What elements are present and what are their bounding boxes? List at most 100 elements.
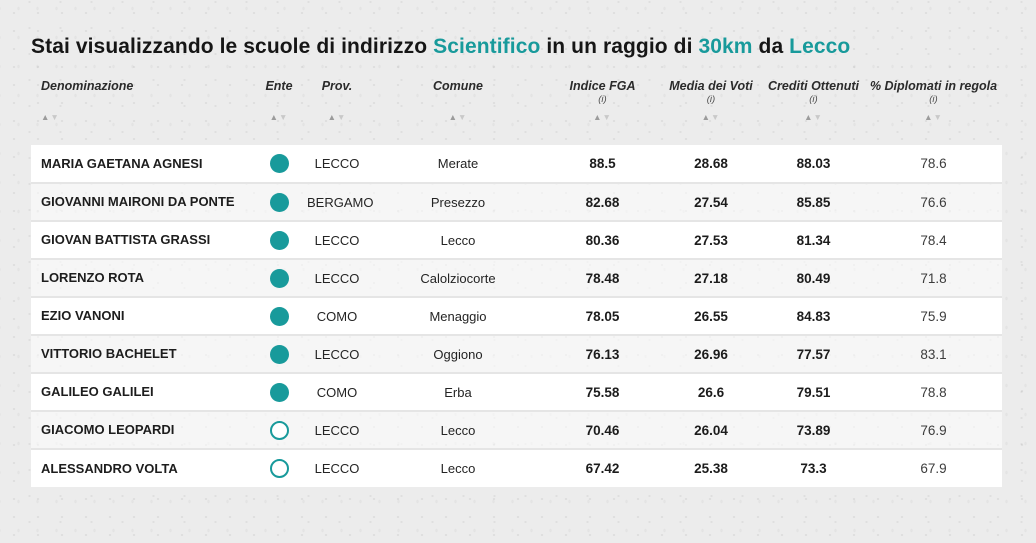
sort-asc-icon[interactable]: ▲ <box>924 112 934 122</box>
crediti-value: 85.85 <box>796 194 831 210</box>
table-row[interactable]: GIOVAN BATTISTA GRASSI LECCO Lecco 80.36 27.… <box>31 221 1002 259</box>
diplomati-value: 78.8 <box>920 384 947 400</box>
sort-arrows: ▲▼ <box>371 112 545 122</box>
diplomati-value: 78.6 <box>920 156 947 171</box>
sort-asc-icon[interactable]: ▲ <box>804 112 814 122</box>
column-label: Denominazione <box>41 79 134 93</box>
schools-table: Denominazione ▲▼ Ente ▲▼ Prov. ▲▼ Comune <box>31 79 1002 487</box>
ente-filled-circle-icon <box>269 154 289 173</box>
table-row[interactable]: VITTORIO BACHELET LECCO Oggiono 76.13 26.96 7… <box>31 335 1002 373</box>
sort-asc-icon[interactable]: ▲ <box>41 112 51 122</box>
column-header-crediti[interactable]: Crediti Ottenuti (i) ▲▼ <box>762 79 865 145</box>
province-value: LECCO <box>314 422 360 438</box>
page-background: Stai visualizzando le scuole di indirizz… <box>31 33 1002 487</box>
info-icon <box>371 94 545 106</box>
column-header-prov[interactable]: Prov. ▲▼ <box>303 79 371 145</box>
sort-desc-icon[interactable]: ▼ <box>933 112 943 122</box>
crediti-value: 81.34 <box>796 232 831 248</box>
ente-cell <box>255 297 303 335</box>
comune-value: Calolziocorte <box>420 270 496 286</box>
comune-value: Merate <box>437 156 479 171</box>
sort-asc-icon[interactable]: ▲ <box>448 112 458 122</box>
info-icon <box>255 94 303 106</box>
crediti-value: 73.3 <box>800 461 827 476</box>
province-value: LECCO <box>314 461 360 476</box>
school-name: GIOVAN BATTISTA GRASSI <box>41 232 211 247</box>
column-header-indice-fga[interactable]: Indice FGA (i) ▲▼ <box>545 79 660 145</box>
column-label: Crediti Ottenuti <box>768 79 859 93</box>
table-row[interactable]: LORENZO ROTA LECCO Calolziocorte 78.48 27.18… <box>31 259 1002 297</box>
school-name: GIACOMO LEOPARDI <box>41 422 175 437</box>
column-header-ente[interactable]: Ente ▲▼ <box>255 79 303 145</box>
table-row[interactable]: ALESSANDRO VOLTA LECCO Lecco 67.42 25.38 73.3… <box>31 449 1002 487</box>
school-name: EZIO VANONI <box>41 308 125 323</box>
table-row[interactable]: EZIO VANONI COMO Menaggio 78.05 26.55 84.83 75… <box>31 297 1002 335</box>
media-voti-value: 27.18 <box>694 270 728 286</box>
ente-cell <box>255 335 303 373</box>
info-icon[interactable]: (i) <box>929 94 938 105</box>
diplomati-value: 76.6 <box>920 194 947 210</box>
indice-fga-value: 76.13 <box>585 346 620 362</box>
sort-desc-icon[interactable]: ▼ <box>458 112 468 122</box>
school-name: GIOVANNI MAIRONI DA PONTE <box>41 194 235 209</box>
ente-filled-circle-icon <box>269 268 289 288</box>
ente-filled-circle-icon <box>269 382 289 402</box>
comune-value: Oggiono <box>433 346 483 362</box>
province-value: LECCO <box>314 156 360 171</box>
column-header-diplomati[interactable]: % Diplomati in regola (i) ▲▼ <box>865 79 1002 145</box>
ente-cell <box>255 373 303 411</box>
sort-asc-icon[interactable]: ▲ <box>327 112 337 122</box>
info-icon[interactable]: (i) <box>598 94 607 105</box>
sort-arrows: ▲▼ <box>255 112 303 122</box>
diplomati-value: 83.1 <box>920 346 947 362</box>
indice-fga-value: 88.5 <box>589 156 616 171</box>
sort-asc-icon[interactable]: ▲ <box>269 112 279 122</box>
column-header-denominazione[interactable]: Denominazione ▲▼ <box>31 79 255 145</box>
info-icon[interactable]: (i) <box>809 94 818 105</box>
school-name: LORENZO ROTA <box>41 270 145 285</box>
comune-value: Lecco <box>440 461 476 476</box>
column-header-comune[interactable]: Comune ▲▼ <box>371 79 545 145</box>
sort-desc-icon[interactable]: ▼ <box>602 112 612 122</box>
ente-cell <box>255 183 303 221</box>
comune-value: Lecco <box>440 232 476 248</box>
page-title: Stai visualizzando le scuole di indirizz… <box>31 33 1002 61</box>
sort-desc-icon[interactable]: ▼ <box>711 112 721 122</box>
sort-asc-icon[interactable]: ▲ <box>701 112 711 122</box>
sort-arrows: ▲▼ <box>545 112 660 122</box>
ente-filled-circle-icon <box>269 230 289 250</box>
sort-asc-icon[interactable]: ▲ <box>593 112 603 122</box>
school-name: MARIA GAETANA AGNESI <box>41 155 203 171</box>
sort-desc-icon[interactable]: ▼ <box>337 112 347 122</box>
table-row[interactable]: GIOVANNI MAIRONI DA PONTE BERGAMO Presezzo… <box>31 183 1002 221</box>
crediti-value: 79.51 <box>796 384 831 400</box>
sort-desc-icon[interactable]: ▼ <box>813 112 823 122</box>
diplomati-value: 76.9 <box>920 422 947 438</box>
media-voti-value: 26.55 <box>694 308 728 324</box>
province-value: LECCO <box>314 346 360 362</box>
table-row[interactable]: GALILEO GALILEI COMO Erba 75.58 26.6 79.51 78.… <box>31 373 1002 411</box>
school-name: GALILEO GALILEI <box>41 384 154 399</box>
ente-filled-circle-icon <box>269 306 289 326</box>
indice-fga-value: 78.05 <box>585 308 620 324</box>
column-label: Media dei Voti <box>669 79 753 93</box>
sort-desc-icon[interactable]: ▼ <box>50 112 60 122</box>
table-row[interactable]: MARIA GAETANA AGNESI LECCO Merate 88.5 28.68… <box>31 145 1002 183</box>
comune-value: Lecco <box>440 422 476 438</box>
province-value: BERGAMO <box>307 194 374 210</box>
column-label: Ente <box>265 79 293 93</box>
province-value: LECCO <box>314 232 360 248</box>
sort-desc-icon[interactable]: ▼ <box>279 112 289 122</box>
media-voti-value: 26.6 <box>697 384 725 400</box>
info-icon[interactable]: (i) <box>706 94 716 105</box>
ente-cell <box>255 411 303 449</box>
diplomati-value: 78.4 <box>920 232 947 248</box>
title-text-2: in un raggio di <box>540 35 699 58</box>
table-row[interactable]: GIACOMO LEOPARDI LECCO Lecco 70.46 26.04 73.8… <box>31 411 1002 449</box>
province-value: COMO <box>316 308 358 324</box>
ente-outline-circle-icon <box>269 459 289 478</box>
diplomati-value: 71.8 <box>920 270 947 286</box>
ente-filled-circle-icon <box>269 344 289 364</box>
ente-cell <box>255 259 303 297</box>
column-header-media-voti[interactable]: Media dei Voti (i) ▲▼ <box>660 79 762 145</box>
